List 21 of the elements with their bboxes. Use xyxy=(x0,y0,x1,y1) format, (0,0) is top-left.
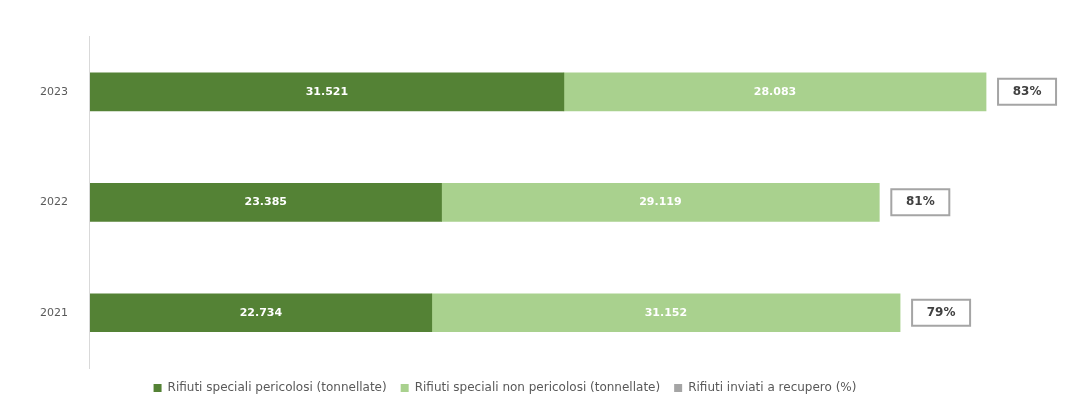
bar xyxy=(431,293,901,333)
annotation: 81% xyxy=(905,194,935,209)
bar xyxy=(89,182,442,222)
annotation: 83% xyxy=(1012,83,1042,98)
y-tick-label: 2023 xyxy=(39,84,68,98)
data-label: 23.385 xyxy=(244,195,287,209)
annotation: 79% xyxy=(926,304,956,319)
y-tick-label: 2022 xyxy=(39,195,68,209)
data-label: 28.083 xyxy=(753,84,797,98)
bar xyxy=(563,72,987,112)
bar xyxy=(89,293,433,333)
bar xyxy=(441,182,880,222)
data-label: 31.152 xyxy=(644,305,688,319)
legend-label: Rifiuti inviati a recupero (%) xyxy=(688,380,857,395)
legend-label: Rifiuti speciali pericolosi (tonnellate) xyxy=(167,380,387,395)
y-tick-label: 2021 xyxy=(39,305,68,319)
legend-label: Rifiuti speciali non pericolosi (tonnellate) xyxy=(414,380,661,395)
data-label: 22.734 xyxy=(239,305,283,319)
bar xyxy=(89,72,565,112)
data-label: 29.119 xyxy=(639,195,682,209)
data-label: 31.521 xyxy=(305,84,349,98)
